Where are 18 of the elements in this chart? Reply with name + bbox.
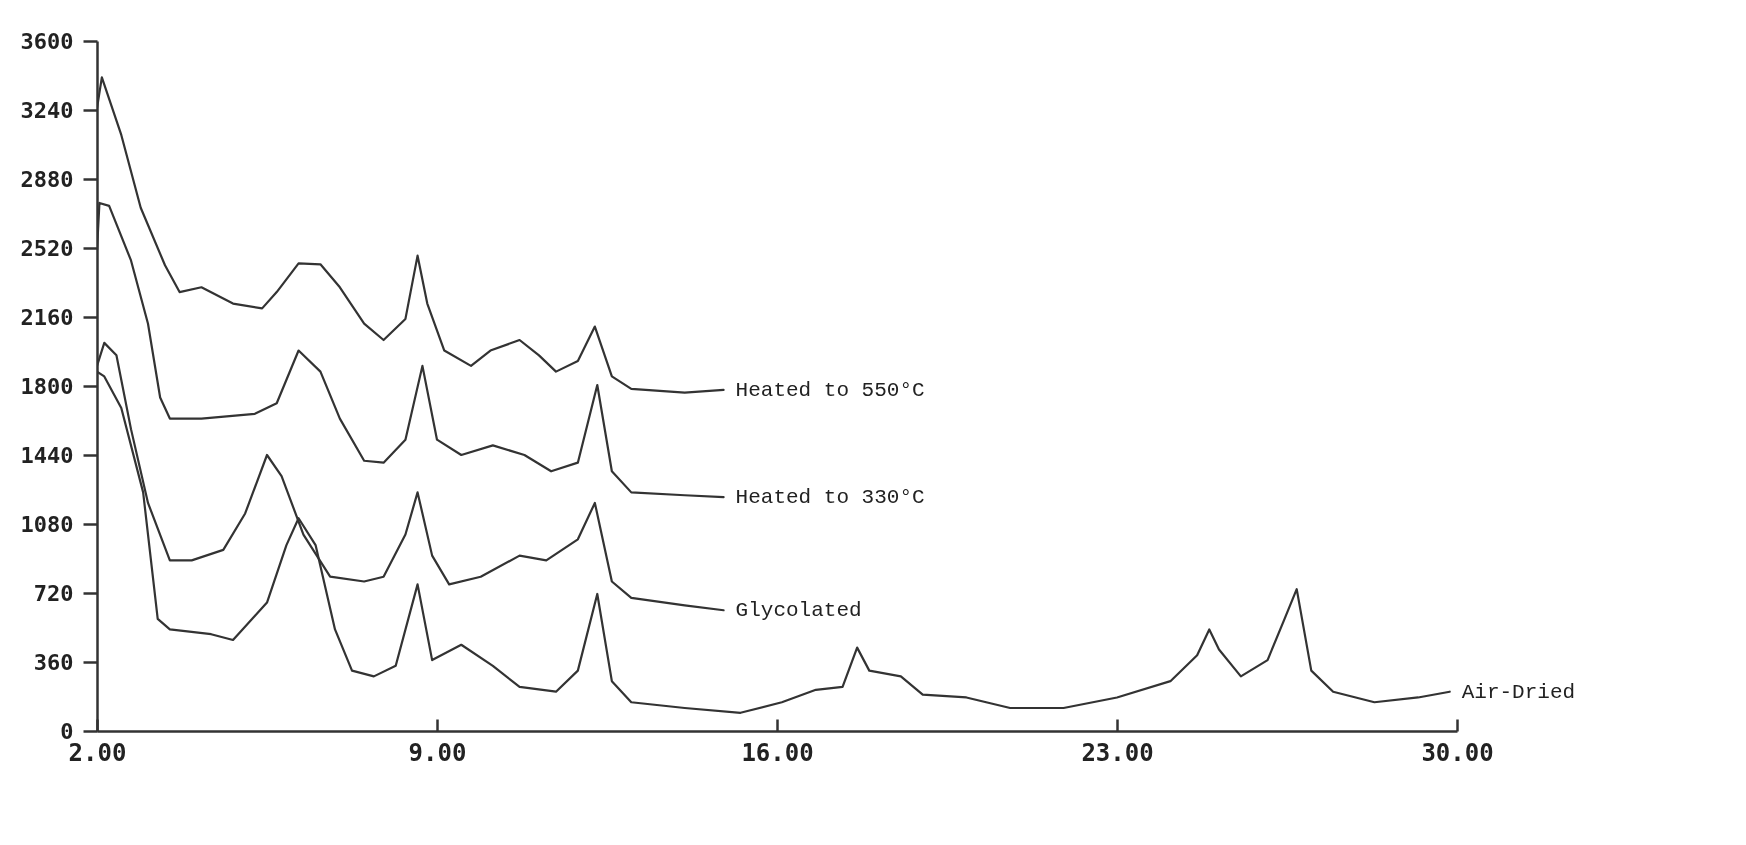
y-tick-label: 2880 <box>20 166 74 192</box>
series-label: Heated to 330°C <box>735 486 925 510</box>
y-tick-label: 2520 <box>20 235 74 261</box>
series-label: Glycolated <box>735 599 862 623</box>
y-tick-label: 1800 <box>20 373 74 399</box>
x-tick-label: 23.00 <box>1081 738 1154 767</box>
y-tick-label: 3240 <box>20 97 74 123</box>
series-label: Air-Dried <box>1461 680 1576 704</box>
series-label: Heated to 550°C <box>735 378 925 402</box>
y-tick-label: 1440 <box>20 442 74 468</box>
x-tick-label: 16.00 <box>741 738 814 767</box>
y-tick-label: 2160 <box>20 304 74 330</box>
x-tick-label: 9.00 <box>408 738 467 767</box>
x-tick-label: 30.00 <box>1421 738 1494 767</box>
y-tick-label: 720 <box>33 580 74 606</box>
y-tick-label: 1080 <box>20 511 74 537</box>
y-tick-label: 360 <box>33 649 74 675</box>
y-tick-label: 3600 <box>20 28 74 54</box>
